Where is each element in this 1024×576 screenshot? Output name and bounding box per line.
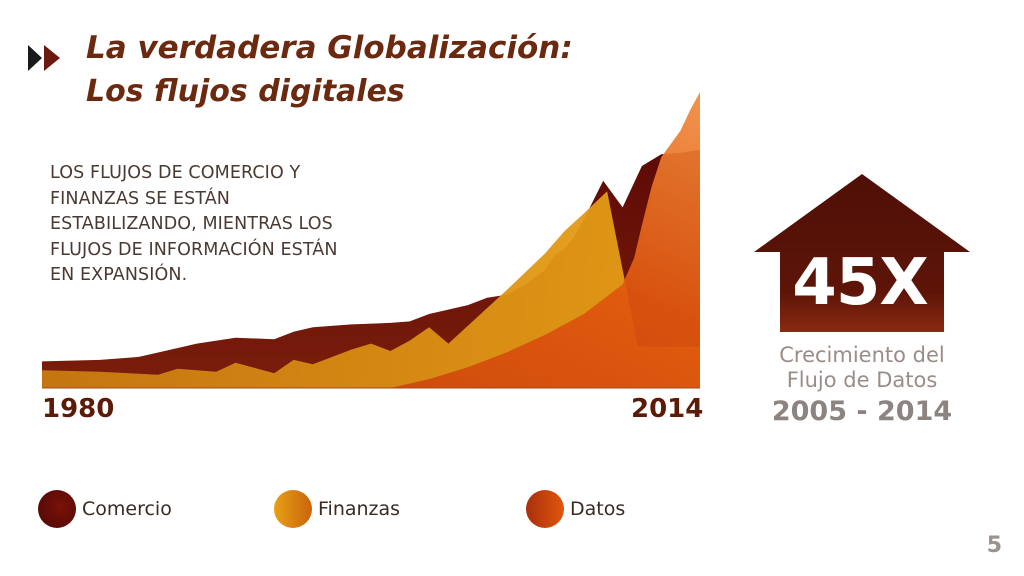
description-line: ESTABILIZANDO, MIENTRAS LOS [50,214,333,234]
description-line: EN EXPANSIÓN. [50,265,188,285]
area-series-finanzas [42,191,700,388]
legend-label: Comercio [82,498,172,520]
x-axis-end-label: 2014 [631,394,704,424]
double-arrow-bullet-icon [28,45,60,71]
legend-label: Datos [570,498,626,520]
legend-swatch-finanzas [274,490,312,528]
legend-item-finanzas: Finanzas [274,490,400,528]
house-icon [754,174,970,332]
slide-title: La verdadera Globalización: [86,30,573,66]
legend-label: Finanzas [318,498,401,520]
growth-period: 2005 - 2014 [771,396,953,427]
legend-swatch-datos [526,490,564,528]
area-series-datos [42,92,700,388]
description-text: LOS FLUJOS DE COMERCIO Y FINANZAS SE EST… [50,161,400,289]
legend-item-datos: Datos [526,490,625,528]
page-number: 5 [986,533,1002,558]
description-line: FLUJOS DE INFORMACIÓN ESTÁN [50,239,338,260]
description-line: LOS FLUJOS DE COMERCIO Y [50,163,301,183]
legend-item-comercio: Comercio [38,490,172,528]
growth-value: 45X [792,246,928,320]
slide-subtitle: Los flujos digitales [86,74,405,109]
growth-caption: Crecimiento del Flujo de Datos [752,343,972,393]
growth-caption-line: Crecimiento del [779,343,945,367]
description-line: FINANZAS SE ESTÁN [50,188,230,209]
x-axis-start-label: 1980 [42,394,115,424]
growth-caption-line: Flujo de Datos [786,368,938,392]
legend-swatch-comercio [38,490,76,528]
